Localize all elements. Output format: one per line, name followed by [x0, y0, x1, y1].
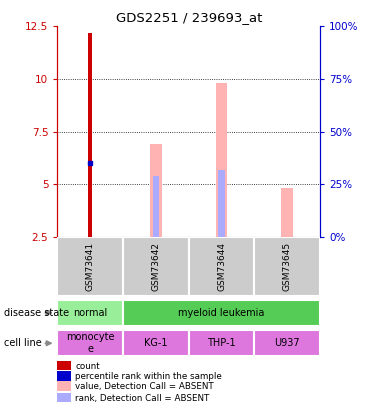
Bar [57, 371, 71, 381]
Text: U937: U937 [275, 338, 300, 348]
Bar [150, 144, 162, 237]
Bar [255, 330, 320, 356]
Bar [189, 237, 255, 296]
Bar [57, 300, 123, 326]
Bar [189, 330, 255, 356]
Text: percentile rank within the sample: percentile rank within the sample [75, 372, 222, 381]
Title: GDS2251 / 239693_at: GDS2251 / 239693_at [115, 11, 262, 24]
Text: GSM73641: GSM73641 [86, 242, 95, 291]
Text: GSM73644: GSM73644 [217, 242, 226, 291]
Bar [57, 330, 123, 356]
Bar [216, 83, 228, 237]
Text: count: count [75, 362, 100, 371]
Bar [57, 392, 71, 403]
Bar [152, 176, 159, 237]
Text: KG-1: KG-1 [144, 338, 168, 348]
Text: monocyte
e: monocyte e [66, 333, 114, 354]
Text: normal: normal [73, 308, 107, 318]
Bar [57, 381, 71, 391]
Bar [88, 33, 92, 237]
Bar [281, 188, 293, 237]
Bar [123, 237, 189, 296]
Bar [123, 330, 189, 356]
Bar [218, 170, 225, 237]
Text: disease state: disease state [4, 308, 69, 318]
Text: myeloid leukemia: myeloid leukemia [178, 308, 265, 318]
Bar [123, 300, 320, 326]
Text: THP-1: THP-1 [207, 338, 236, 348]
Bar [255, 237, 320, 296]
Text: value, Detection Call = ABSENT: value, Detection Call = ABSENT [75, 382, 214, 392]
Bar [57, 360, 71, 370]
Bar [57, 237, 123, 296]
Text: GSM73645: GSM73645 [283, 242, 292, 291]
Text: rank, Detection Call = ABSENT: rank, Detection Call = ABSENT [75, 394, 210, 403]
Text: GSM73642: GSM73642 [151, 242, 160, 291]
Text: cell line: cell line [4, 338, 41, 348]
